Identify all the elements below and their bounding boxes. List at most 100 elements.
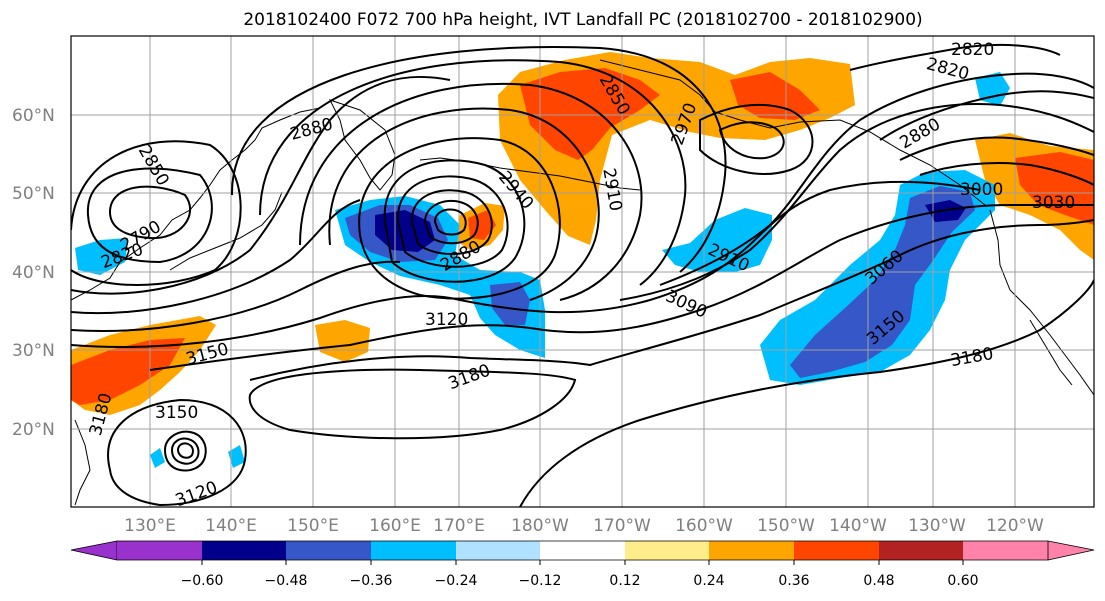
contour-line xyxy=(699,103,814,175)
contour-line xyxy=(410,189,493,255)
colorbar-segment xyxy=(286,541,371,560)
ivt-shading xyxy=(71,52,1094,468)
contour-line xyxy=(176,442,194,459)
lat-label: 50°N xyxy=(12,184,55,204)
colorbar-tick-label: −0.24 xyxy=(435,573,478,589)
contour-label: 2880 xyxy=(288,114,335,145)
contour-line xyxy=(230,46,727,273)
latitude-labels: 60°N 50°N 40°N 30°N 20°N xyxy=(12,106,55,440)
contour-line xyxy=(108,185,191,240)
colorbar-tick-label: −0.60 xyxy=(181,573,224,589)
colorbar-segment xyxy=(202,541,286,560)
negative-anomaly-region xyxy=(75,238,128,275)
colorbar-extend-max xyxy=(1047,540,1095,561)
lat-label: 60°N xyxy=(12,106,55,126)
colorbar-tick-label: 0.60 xyxy=(947,573,978,589)
contour-line xyxy=(659,72,1094,286)
positive-anomaly-core xyxy=(1015,152,1094,225)
contour-label: 3090 xyxy=(662,286,710,322)
contour-label: 3180 xyxy=(949,344,995,371)
contour-label: 3180 xyxy=(446,361,493,395)
alaska-coastline xyxy=(599,59,986,206)
contour-line xyxy=(383,159,526,283)
contour-label: 3120 xyxy=(425,310,468,330)
positive-anomaly-core xyxy=(71,338,185,405)
contour-label: 2850 xyxy=(134,142,173,189)
negative-anomaly-core xyxy=(375,210,435,252)
contour-line xyxy=(71,199,361,315)
contour-label: 3150 xyxy=(155,403,198,423)
contour-line xyxy=(71,260,401,332)
lon-label: 170°W xyxy=(593,516,651,536)
contour-label: 3030 xyxy=(1032,193,1075,213)
contour-line xyxy=(149,203,1094,371)
kamchatka-coastline xyxy=(329,99,396,191)
contour-line xyxy=(170,437,200,465)
negative-anomaly-core xyxy=(490,282,530,325)
negative-anomaly-region xyxy=(662,208,772,272)
contour-line xyxy=(919,162,1094,186)
contour-line xyxy=(248,368,577,440)
lat-label: 40°N xyxy=(12,263,55,283)
map-frame xyxy=(70,35,1095,508)
contour-label: 3000 xyxy=(960,180,1003,200)
map-panel: 2820 2820 2820 2820 2850 2850 2880 2880 … xyxy=(71,36,1094,512)
contour-label: 2880 xyxy=(897,114,944,153)
colorbar-tick-label: −0.36 xyxy=(350,573,393,589)
contour-label: 3120 xyxy=(173,478,220,512)
contour-line xyxy=(879,90,1094,141)
lon-label: 130°E xyxy=(124,516,176,536)
positive-anomaly-region xyxy=(315,320,370,362)
height-contours xyxy=(71,43,1094,507)
negative-anomaly-region xyxy=(228,445,245,468)
lon-label: 160°W xyxy=(675,516,733,536)
contour-line xyxy=(328,107,600,301)
contour-line xyxy=(423,200,479,245)
colorbar-tick-label: 0.48 xyxy=(863,573,894,589)
contour-label: 2820 xyxy=(951,40,994,60)
colorbar-ticks xyxy=(201,560,964,565)
lon-label: 140°E xyxy=(205,516,257,536)
colorbar-segment xyxy=(625,541,709,560)
lat-label: 30°N xyxy=(12,341,55,361)
coastlines xyxy=(71,59,1094,506)
colorbar-segment xyxy=(963,541,1048,560)
contour-line xyxy=(259,59,687,286)
contour-line xyxy=(718,121,785,160)
colorbar-segment xyxy=(371,541,456,560)
contour-line xyxy=(358,137,561,300)
contour-label: 2910 xyxy=(598,167,625,213)
colorbar-extend-min xyxy=(70,540,118,561)
contour-line xyxy=(899,136,1094,161)
colorbar-tick-label: 0.24 xyxy=(693,573,724,589)
negative-anomaly-core xyxy=(790,186,975,378)
negative-anomaly-core xyxy=(925,200,966,222)
contour-line xyxy=(71,180,981,348)
gridlines xyxy=(71,36,1094,507)
japan-coastline xyxy=(169,191,283,271)
aleutian-islands xyxy=(419,157,641,191)
colorbar-segment xyxy=(794,541,879,560)
lon-label: 150°E xyxy=(287,516,339,536)
lon-label: 140°W xyxy=(829,516,887,536)
colorbar: −0.60 −0.48 −0.36 −0.24 −0.12 0.12 0.24 … xyxy=(70,540,1095,589)
contour-line xyxy=(396,175,509,268)
asia-coastline xyxy=(71,107,321,301)
colorbar-tick-label: −0.48 xyxy=(265,573,308,589)
figure-title: 2018102400 F072 700 hPa height, IVT Land… xyxy=(243,10,922,30)
colorbar-segment xyxy=(117,541,202,560)
colorbar-tick-label: −0.12 xyxy=(519,573,562,589)
contour-line xyxy=(249,219,1094,381)
lon-label: 120°W xyxy=(986,516,1044,536)
contour-line xyxy=(849,43,1061,71)
contour-line xyxy=(519,279,1094,507)
lon-label: 180°W xyxy=(511,516,569,536)
contour-line xyxy=(619,103,1094,301)
baja-coastline xyxy=(1029,319,1073,386)
colorbar-segment xyxy=(879,541,963,560)
contour-line xyxy=(299,82,643,301)
lon-label: 170°E xyxy=(433,516,485,536)
lon-label: 160°E xyxy=(369,516,421,536)
longitude-labels: 130°E 140°E 150°E 160°E 170°E 180°W 170°… xyxy=(124,516,1044,536)
lon-label: 130°W xyxy=(908,516,966,536)
